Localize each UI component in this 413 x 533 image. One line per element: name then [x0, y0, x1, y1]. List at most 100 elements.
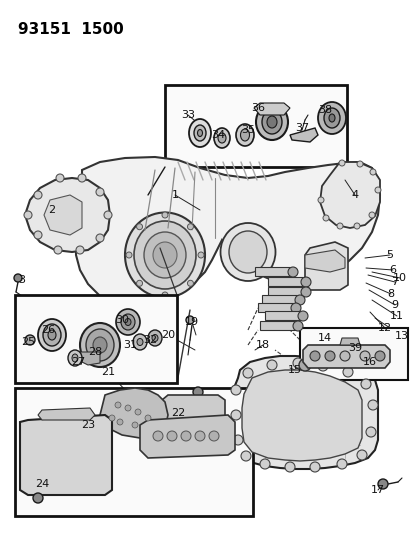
Circle shape: [356, 450, 366, 460]
Ellipse shape: [189, 119, 211, 147]
Text: 25: 25: [21, 337, 35, 347]
Bar: [15, 295, 177, 383]
Ellipse shape: [43, 324, 61, 346]
Polygon shape: [304, 242, 347, 290]
Circle shape: [96, 188, 104, 196]
Circle shape: [34, 231, 42, 239]
Text: 7: 7: [391, 277, 398, 287]
Circle shape: [317, 197, 323, 203]
Circle shape: [187, 280, 193, 286]
Circle shape: [377, 479, 387, 489]
Text: 18: 18: [255, 340, 269, 350]
Circle shape: [359, 351, 369, 361]
Circle shape: [266, 360, 276, 370]
Text: 15: 15: [287, 365, 301, 375]
Polygon shape: [319, 162, 379, 228]
Circle shape: [290, 303, 300, 313]
Circle shape: [287, 267, 297, 277]
Ellipse shape: [218, 133, 225, 143]
Bar: [259, 321, 294, 330]
Circle shape: [259, 459, 269, 469]
Ellipse shape: [38, 319, 66, 351]
Circle shape: [104, 211, 112, 219]
Ellipse shape: [255, 104, 287, 140]
Circle shape: [374, 187, 380, 193]
Circle shape: [76, 246, 84, 254]
Circle shape: [374, 351, 384, 361]
Ellipse shape: [116, 309, 140, 335]
Bar: [264, 311, 299, 320]
Ellipse shape: [72, 354, 78, 362]
Circle shape: [126, 252, 132, 258]
Polygon shape: [161, 395, 224, 425]
Text: 9: 9: [391, 300, 398, 310]
Text: 20: 20: [161, 330, 175, 340]
Circle shape: [338, 160, 344, 166]
Circle shape: [322, 215, 328, 221]
Text: 39: 39: [347, 343, 361, 353]
Text: 21: 21: [101, 367, 115, 377]
Circle shape: [292, 358, 302, 368]
Text: 1: 1: [171, 190, 178, 200]
Ellipse shape: [228, 231, 266, 273]
Circle shape: [356, 161, 362, 167]
Circle shape: [161, 292, 168, 298]
Circle shape: [297, 311, 307, 321]
Polygon shape: [38, 408, 95, 420]
Bar: [267, 287, 302, 296]
Text: 32: 32: [142, 335, 157, 345]
Bar: [254, 267, 289, 276]
Polygon shape: [76, 157, 379, 308]
Ellipse shape: [80, 323, 120, 367]
Ellipse shape: [68, 350, 82, 366]
Ellipse shape: [125, 319, 131, 326]
Polygon shape: [140, 415, 235, 458]
Text: 13: 13: [394, 331, 408, 341]
Ellipse shape: [86, 329, 114, 361]
Circle shape: [187, 224, 193, 230]
Ellipse shape: [147, 330, 161, 346]
Text: 23: 23: [81, 420, 95, 430]
Ellipse shape: [153, 242, 177, 268]
Circle shape: [309, 351, 319, 361]
Bar: [15, 388, 252, 516]
Circle shape: [135, 409, 141, 415]
Circle shape: [294, 295, 304, 305]
Ellipse shape: [261, 110, 281, 134]
Text: 10: 10: [392, 273, 406, 283]
Circle shape: [96, 234, 104, 242]
Ellipse shape: [214, 128, 230, 148]
Circle shape: [117, 419, 123, 425]
Circle shape: [54, 246, 62, 254]
Text: 37: 37: [294, 123, 309, 133]
Circle shape: [336, 223, 342, 229]
Circle shape: [368, 212, 374, 218]
Circle shape: [161, 212, 168, 218]
Text: 33: 33: [180, 110, 195, 120]
Text: 5: 5: [386, 250, 392, 260]
Circle shape: [369, 169, 375, 175]
Ellipse shape: [93, 337, 107, 353]
Text: 35: 35: [240, 125, 254, 135]
Circle shape: [367, 400, 377, 410]
Polygon shape: [78, 352, 100, 365]
Circle shape: [14, 274, 22, 282]
Circle shape: [185, 316, 194, 324]
Bar: [165, 85, 346, 167]
Circle shape: [136, 224, 142, 230]
Ellipse shape: [328, 114, 334, 122]
Polygon shape: [289, 128, 317, 142]
Circle shape: [209, 431, 218, 441]
Circle shape: [132, 422, 138, 428]
Circle shape: [230, 385, 240, 395]
Bar: [267, 277, 302, 286]
Ellipse shape: [137, 338, 142, 345]
Text: 27: 27: [71, 357, 85, 367]
Circle shape: [197, 252, 204, 258]
Polygon shape: [242, 370, 361, 461]
Circle shape: [240, 451, 250, 461]
Circle shape: [192, 387, 202, 397]
Text: 30: 30: [115, 315, 129, 325]
Text: 2: 2: [48, 205, 55, 215]
Circle shape: [33, 493, 43, 503]
